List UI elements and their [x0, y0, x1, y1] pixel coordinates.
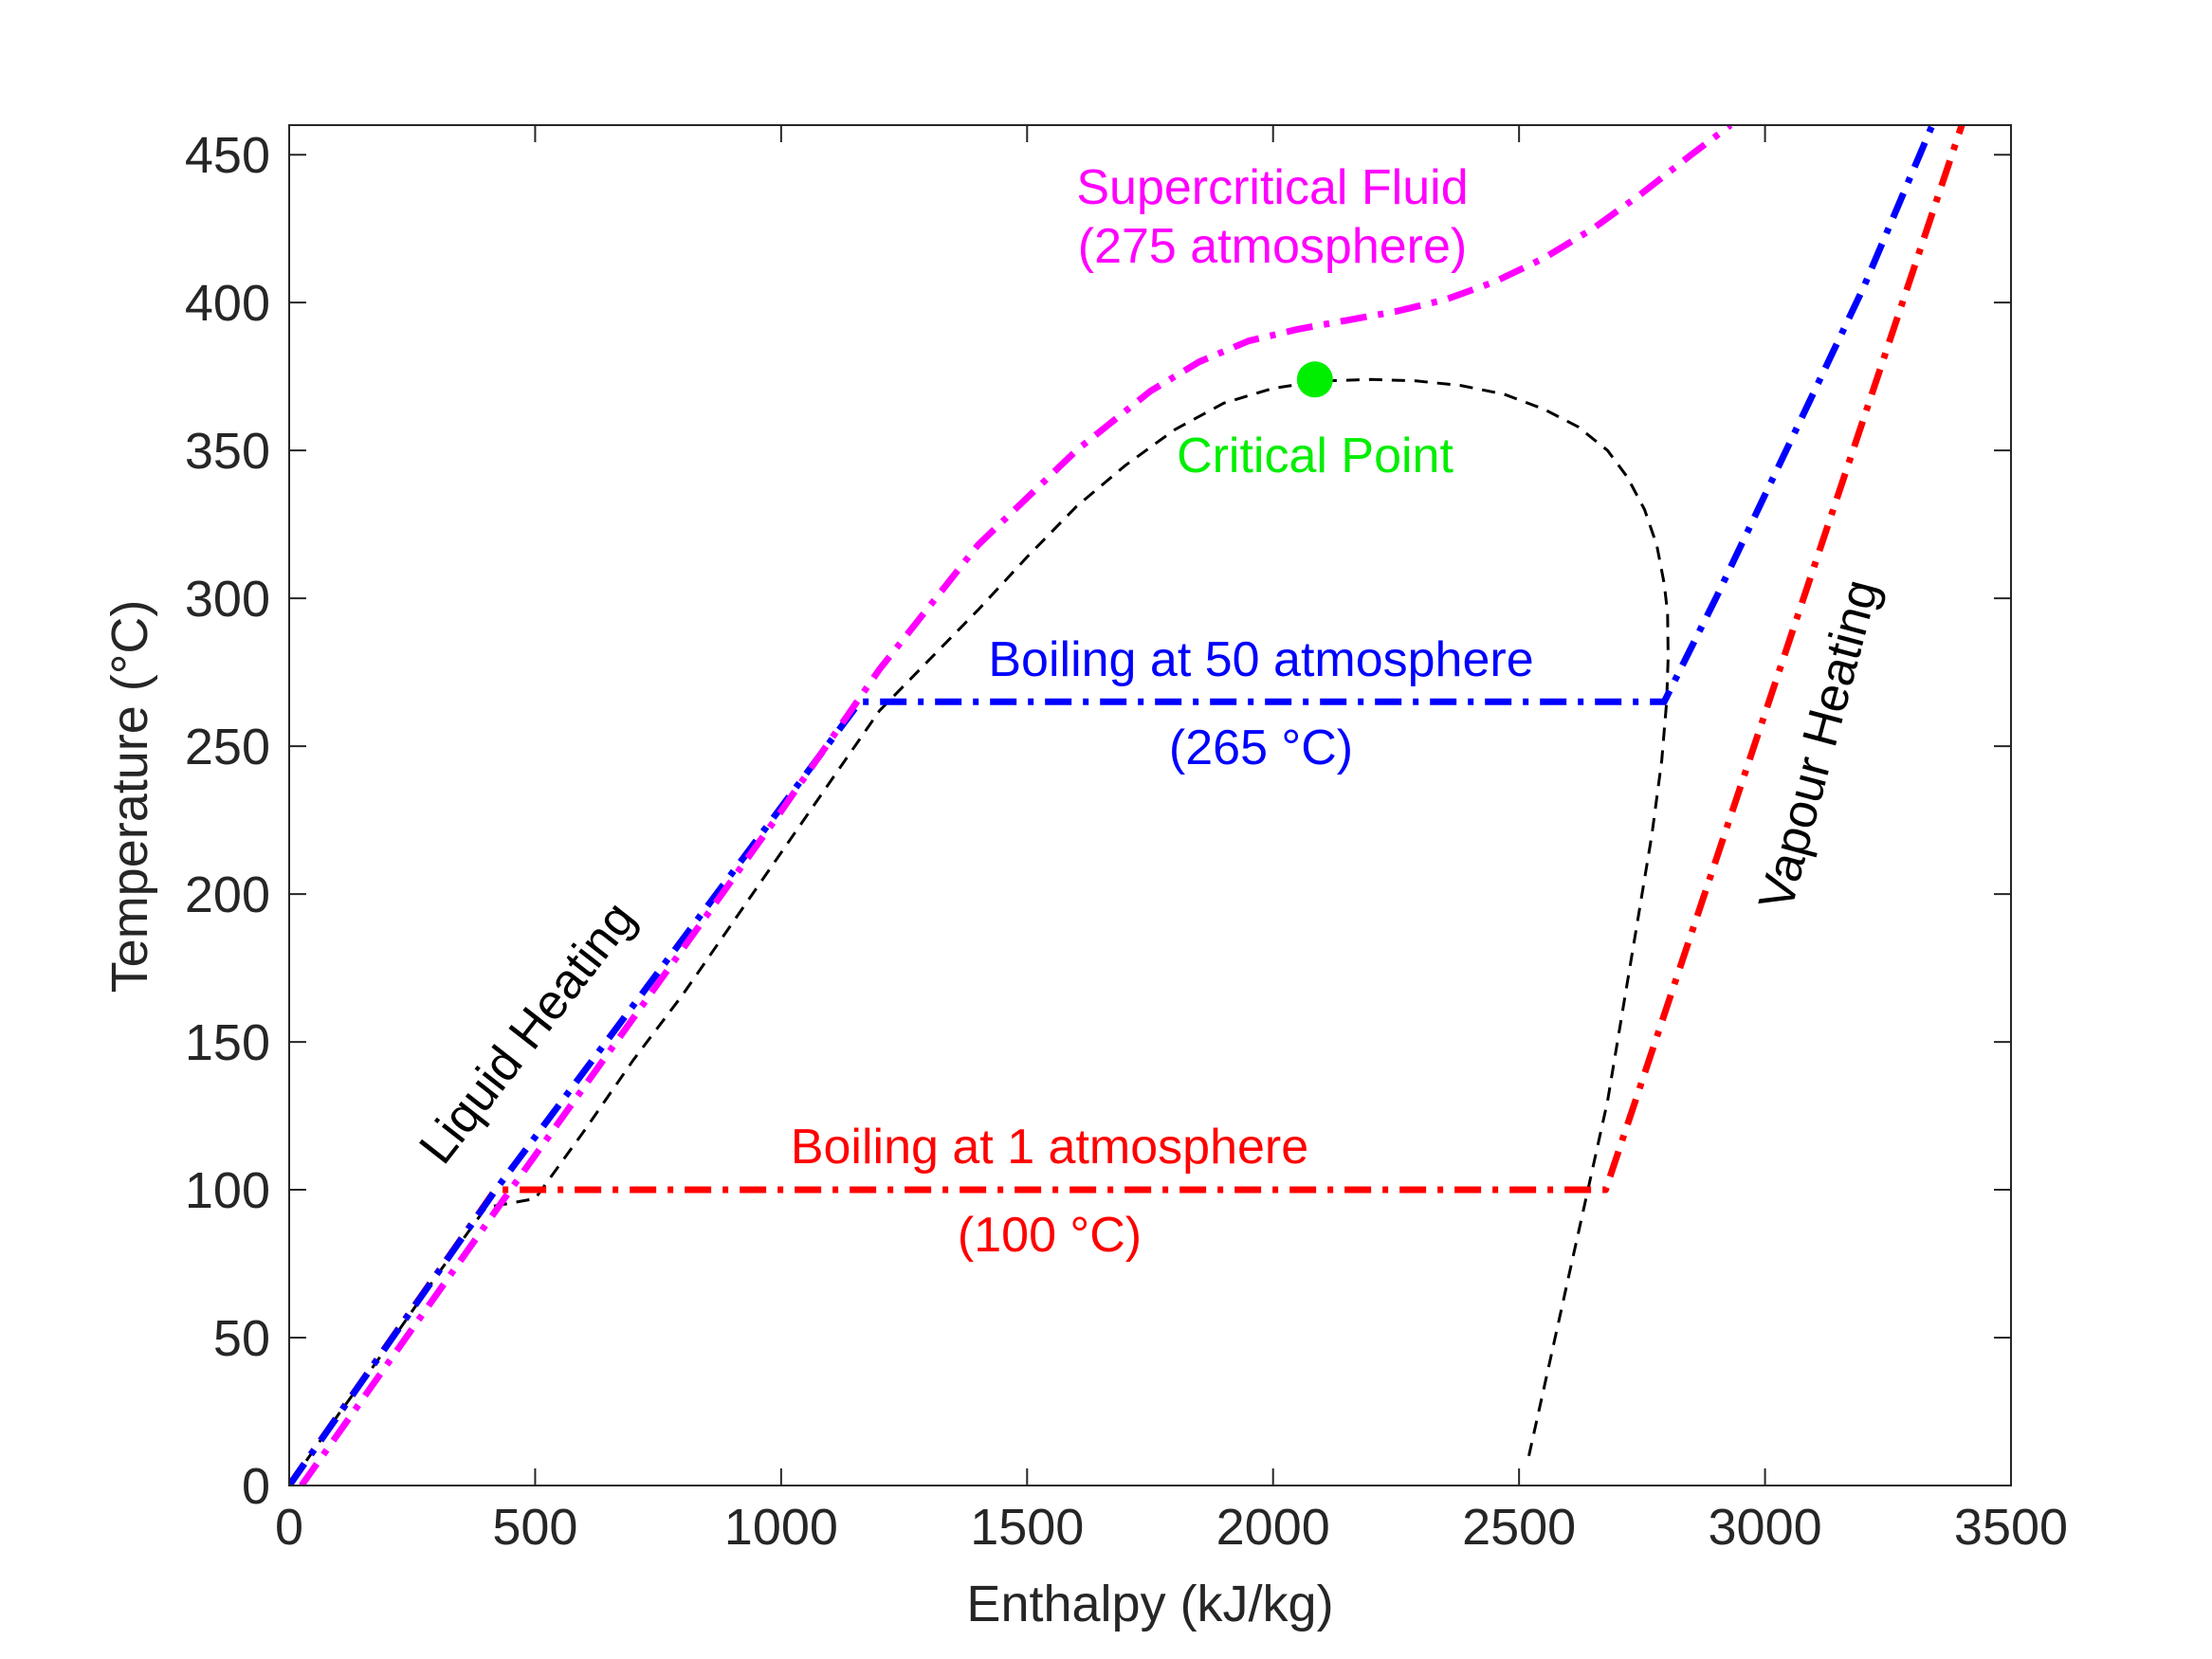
x-tick-label: 3500 — [1954, 1499, 2068, 1556]
series-line-supercritical — [299, 125, 1733, 1486]
y-axis-title: Temperature (°C) — [101, 600, 158, 994]
x-tick-label: 500 — [492, 1499, 577, 1556]
axis-layer: 0 500 1000 1500 2000 2500 3000 3500 0 50 100 150 200… — [185, 124, 2068, 1556]
y-tick-label: 250 — [185, 719, 270, 775]
x-tick-label: 0 — [275, 1499, 303, 1556]
y-tick-label: 200 — [185, 866, 270, 923]
x-axis-title: Enthalpy (kJ/kg) — [966, 1576, 1333, 1632]
y-tick-label: 0 — [242, 1458, 270, 1515]
y-tick-label: 50 — [213, 1310, 270, 1367]
x-tick-label: 3000 — [1709, 1499, 1822, 1556]
x-tick-label: 2000 — [1216, 1499, 1330, 1556]
plot-background — [289, 125, 2011, 1486]
annot-boil1-temp: (100 °C) — [958, 1208, 1142, 1263]
y-tick-label: 400 — [185, 275, 270, 332]
annot-boil50: Boiling at 50 atmosphere — [988, 632, 1533, 687]
series-line-fifty-atm — [289, 125, 1936, 1486]
series-layer — [289, 125, 1965, 1486]
y-tick-label: 450 — [185, 127, 270, 184]
y-tick-label: 300 — [185, 571, 270, 628]
annot-boil50-temp: (265 °C) — [1169, 720, 1353, 775]
annot-supercritical-line1: Supercritical Fluid — [1076, 160, 1468, 215]
axes-frame — [288, 124, 2012, 1486]
annot-boil1: Boiling at 1 atmosphere — [791, 1120, 1308, 1175]
critical-point-marker — [1296, 361, 1333, 398]
y-tick-label: 350 — [185, 423, 270, 480]
annot-critical-point: Critical Point — [1177, 428, 1453, 483]
series-line-dome — [289, 377, 1670, 1486]
y-tick-label: 150 — [185, 1014, 270, 1071]
y-tick-label: 100 — [185, 1162, 270, 1219]
x-tick-label: 1500 — [970, 1499, 1084, 1556]
annot-supercritical-line2: (275 atmosphere) — [1078, 219, 1467, 274]
x-tick-label: 1000 — [724, 1499, 838, 1556]
x-tick-label: 2500 — [1462, 1499, 1576, 1556]
